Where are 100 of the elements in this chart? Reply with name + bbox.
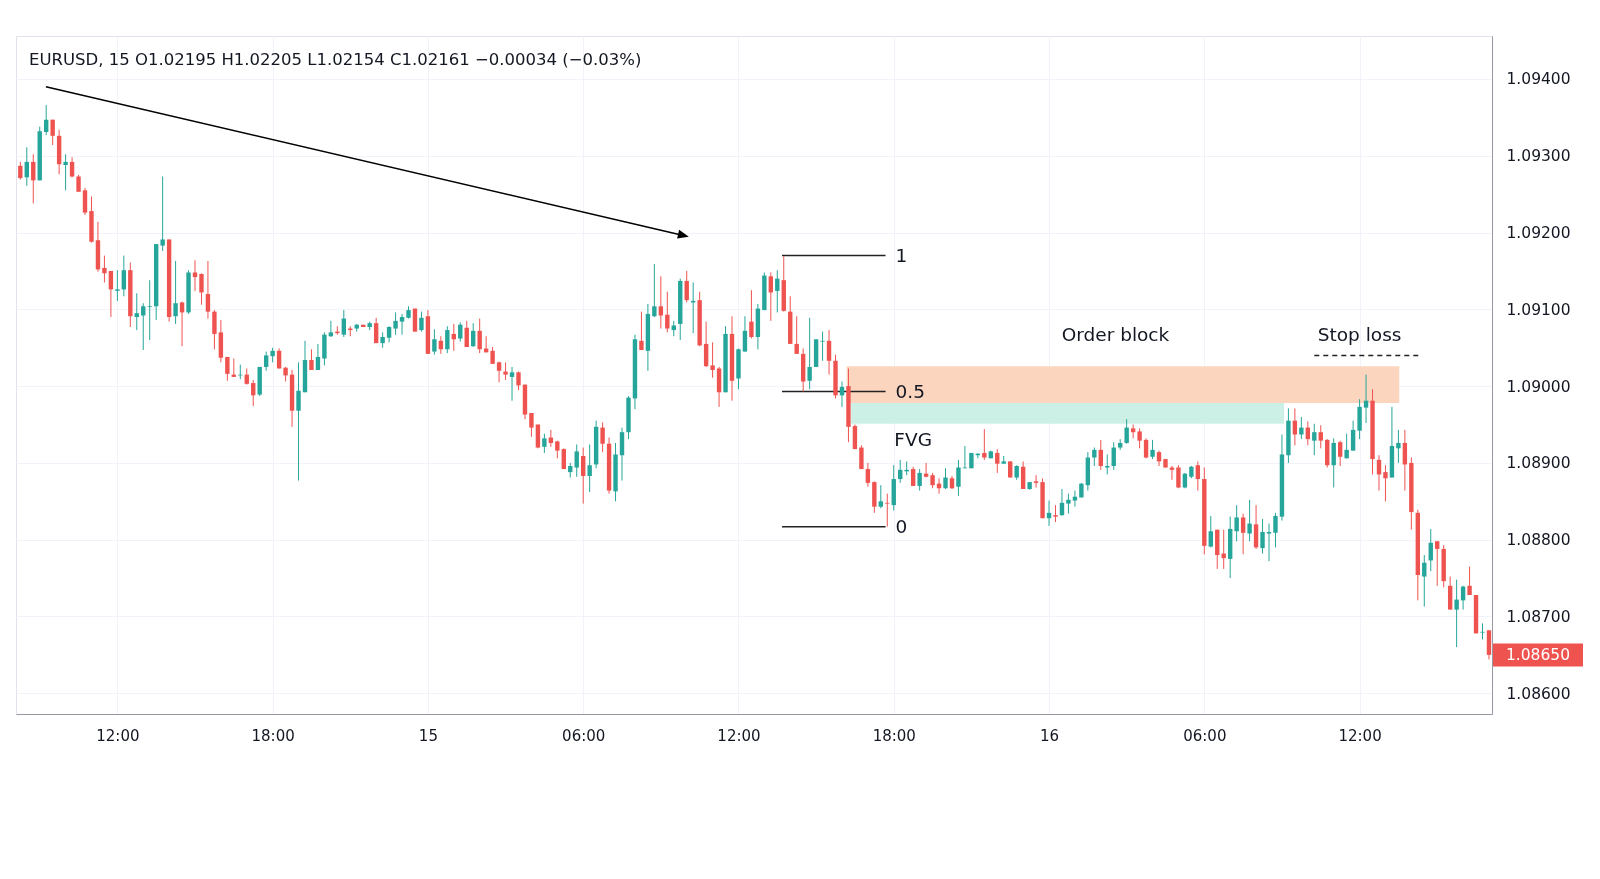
candlestick (1137, 427, 1142, 449)
candlestick (1396, 429, 1401, 464)
candlestick (1266, 523, 1272, 562)
candlestick (1350, 420, 1356, 452)
y-tick-label: 1.08800 (1506, 531, 1571, 550)
candlestick (1130, 424, 1136, 439)
candlestick (749, 289, 754, 340)
candlestick (826, 329, 832, 376)
candlestick (865, 462, 871, 488)
candlestick (982, 428, 987, 461)
y-tick-label: 1.09400 (1506, 70, 1571, 89)
candlestick (587, 443, 592, 493)
annotation: Order block (1061, 323, 1170, 345)
candlestick (1435, 540, 1440, 587)
candlestick (1208, 515, 1213, 548)
candlestick (102, 255, 107, 283)
candlestick (1454, 579, 1459, 648)
candlestick (600, 421, 605, 453)
y-tick-label: 1.09300 (1506, 147, 1571, 166)
candlestick (820, 331, 825, 362)
candlestick (160, 176, 165, 252)
annotation: 1.08650 (1505, 645, 1571, 664)
candlestick (1247, 499, 1252, 542)
candlestick (205, 260, 211, 320)
candlestick (1033, 474, 1039, 488)
candlestick (399, 313, 405, 336)
x-tick-label: 18:00 (872, 726, 916, 745)
candlestick (296, 361, 301, 482)
x-tick-label: 15 (418, 726, 438, 745)
candlestick (1299, 416, 1304, 440)
annotation: 0 (895, 515, 908, 537)
candlestick (910, 466, 916, 487)
candlestick (768, 271, 774, 322)
x-tick-label: 18:00 (251, 726, 295, 745)
candlestick (1020, 460, 1026, 490)
candlestick (1318, 424, 1323, 449)
candlestick (580, 447, 586, 505)
annotation: FVG (894, 428, 932, 450)
candlestick (542, 433, 547, 454)
candlestick (703, 321, 709, 368)
candlestick (1234, 504, 1239, 542)
candlestick (393, 311, 398, 336)
candlestick (1422, 554, 1427, 607)
candlestick (710, 341, 715, 379)
candlestick (432, 328, 437, 356)
candlestick (263, 351, 269, 372)
candlestick (1150, 439, 1155, 460)
y-tick-label: 1.08600 (1506, 684, 1571, 703)
y-tick-label: 1.09000 (1506, 377, 1571, 396)
candlestick (1072, 490, 1078, 508)
x-tick-label: 12:00 (717, 726, 761, 745)
candlestick (1312, 423, 1317, 456)
x-tick-label: 12:00 (1338, 726, 1382, 745)
candlestick (1357, 398, 1362, 440)
candlestick (995, 448, 1000, 474)
candlestick (82, 187, 88, 216)
candlestick (212, 309, 217, 350)
candlestick (1066, 493, 1071, 515)
candlestick (1273, 512, 1278, 548)
candlestick (1363, 374, 1369, 424)
candlestick (1337, 440, 1343, 467)
candlestick (807, 317, 812, 390)
candlestick (509, 366, 515, 402)
y-tick-label: 1.09100 (1506, 300, 1571, 319)
candlestick (878, 484, 884, 509)
candlestick (1467, 566, 1472, 596)
candlestick (315, 343, 321, 371)
candlestick (464, 320, 469, 348)
candlestick (373, 317, 379, 344)
candlestick (716, 366, 722, 408)
candlestick (1331, 437, 1336, 488)
y-tick-label: 1.09200 (1506, 224, 1571, 243)
candlestick (477, 318, 482, 354)
candlestick (956, 459, 961, 497)
y-tick-label: 1.08700 (1506, 607, 1571, 626)
candlestick (121, 255, 127, 297)
candlestick (147, 279, 152, 341)
candlestick (1480, 622, 1485, 641)
candlestick (134, 292, 139, 331)
candlestick (1253, 504, 1259, 550)
candlestick (742, 315, 748, 353)
candlestick (1383, 464, 1388, 502)
candlestick (794, 315, 799, 355)
candlestick (1240, 513, 1246, 555)
candlestick (199, 272, 204, 306)
candlestick (1176, 464, 1181, 489)
candlestick (419, 311, 424, 333)
candlestick (341, 309, 347, 338)
text: EURUSD, 15 O1.02195 H1.02205 L1.02154 C1.02161 −0.00034 (−0.03%) (29, 50, 642, 69)
candlestick (529, 412, 534, 438)
candlestick (1292, 407, 1298, 446)
candlestick (574, 443, 579, 478)
candlestick (63, 153, 68, 191)
annotation: Stop loss (1317, 324, 1402, 346)
candlestick (652, 263, 657, 318)
candlestick (619, 427, 625, 482)
candlestick (852, 424, 858, 450)
annotation: 0.5 (895, 380, 925, 402)
candlestick (192, 259, 198, 292)
candlestick (684, 270, 689, 303)
